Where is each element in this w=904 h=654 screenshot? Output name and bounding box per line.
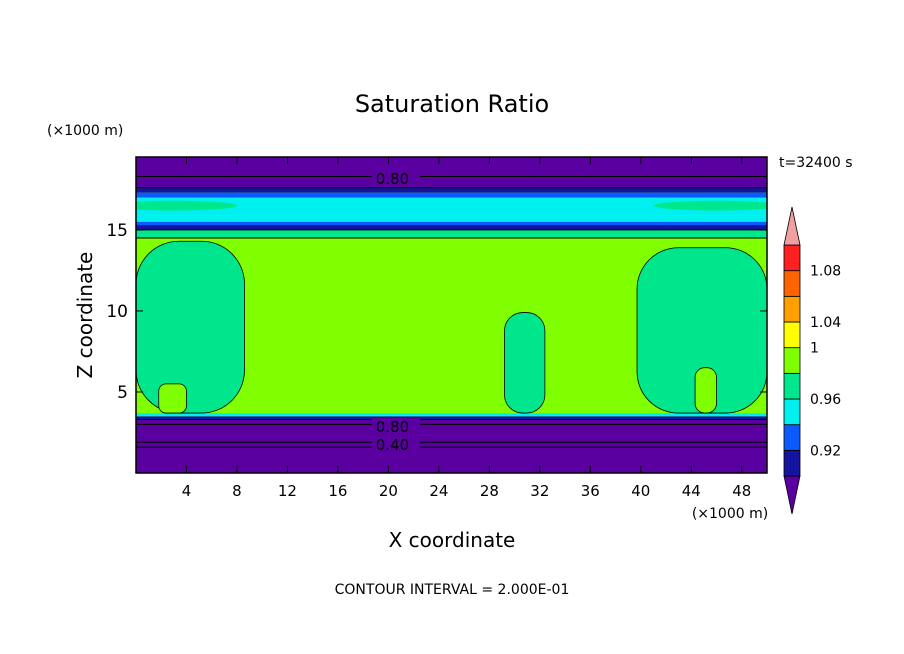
colorbar-tick-label-1: 0.96 [810, 392, 841, 408]
contour-label-0: 0.80 [376, 170, 409, 188]
level-band-11 [136, 413, 767, 417]
level-band-7 [136, 225, 767, 230]
x-tick-label-3: 16 [328, 482, 347, 500]
contour-label-2: 0.40 [376, 436, 409, 454]
y-axis-ticks: 5 10 15 [106, 221, 767, 403]
level-band-6 [136, 221, 767, 226]
x-tick-label-1: 8 [232, 482, 242, 500]
level-region-0 [136, 240, 245, 414]
colorbar-level-2 [783, 424, 801, 451]
contour-label-bg-2 [371, 435, 420, 452]
level-lens-0 [136, 200, 237, 211]
y-axis-label: Z coordinate [73, 252, 97, 379]
x-tick-label-0: 4 [182, 482, 192, 500]
level-band-4 [136, 197, 767, 216]
y-tick-label-0: 5 [117, 383, 128, 403]
level-band-0 [136, 157, 767, 177]
level-region-2 [504, 312, 546, 414]
x-tick-label-5: 24 [429, 482, 448, 500]
level-band-1 [136, 176, 767, 188]
level-band-3 [136, 192, 767, 198]
y-tick-label-2: 15 [106, 221, 128, 241]
colorbar-tick-label-3: 1.04 [810, 315, 841, 331]
level-band-10 [136, 416, 767, 420]
contour-label-bg-1 [371, 418, 420, 435]
colorbar-tick-label-2: 1 [810, 341, 819, 357]
colorbar: 0.92 0.96 1 1.04 1.08 [783, 206, 841, 515]
chart-title: Saturation Ratio [355, 90, 549, 118]
level-band-2 [136, 187, 767, 193]
contour-labels: 0.800.800.40 [371, 170, 420, 454]
colorbar-level-7 [783, 295, 801, 323]
contour-plot-area [136, 157, 767, 473]
y-tick-label-1: 10 [106, 302, 128, 322]
colorbar-level-3 [783, 398, 801, 426]
level-lenses [136, 200, 767, 211]
level-band-5 [136, 215, 767, 222]
level-band-9 [136, 419, 767, 473]
x-tick-label-9: 40 [631, 482, 650, 500]
colorbar-tick-label-0: 0.92 [810, 443, 841, 459]
x-tick-label-10: 44 [682, 482, 701, 500]
colorbar-level-6 [783, 321, 801, 349]
x-axis-label: X coordinate [389, 528, 516, 552]
colorbar-level-4 [783, 372, 801, 400]
x-tick-label-8: 36 [581, 482, 600, 500]
colorbar-min-arrow [783, 475, 801, 515]
level-band-8 [136, 229, 767, 239]
x-tick-label-6: 28 [480, 482, 499, 500]
x-tick-label-7: 32 [530, 482, 549, 500]
level-region-3 [158, 383, 187, 414]
colorbar-level-8 [783, 270, 801, 297]
time-label: t=32400 s [779, 155, 853, 171]
x-tick-label-11: 48 [732, 482, 751, 500]
colorbar-level-9 [783, 244, 801, 272]
y-axis-units: (×1000 m) [47, 123, 123, 139]
colorbar-max-arrow [783, 206, 801, 246]
colorbar-tick-label-4: 1.08 [810, 264, 841, 280]
level-region-4 [694, 367, 717, 414]
x-axis-ticks: 4 8 12 16 20 24 28 32 36 40 44 48 [182, 157, 751, 500]
x-tick-label-4: 20 [379, 482, 398, 500]
contour-lines [136, 175, 767, 448]
level-lens-1 [653, 200, 767, 211]
x-tick-label-2: 12 [278, 482, 297, 500]
level-bands [136, 157, 767, 473]
colorbar-level-1 [783, 449, 801, 477]
level-regions [136, 240, 767, 414]
contour-interval-text: CONTOUR INTERVAL = 2.000E-01 [335, 582, 570, 598]
colorbar-level-5 [783, 347, 801, 374]
contour-label-bg-0 [371, 170, 420, 187]
contour-label-1: 0.80 [376, 418, 409, 436]
plot-frame [135, 156, 768, 474]
x-axis-units: (×1000 m) [692, 506, 768, 522]
